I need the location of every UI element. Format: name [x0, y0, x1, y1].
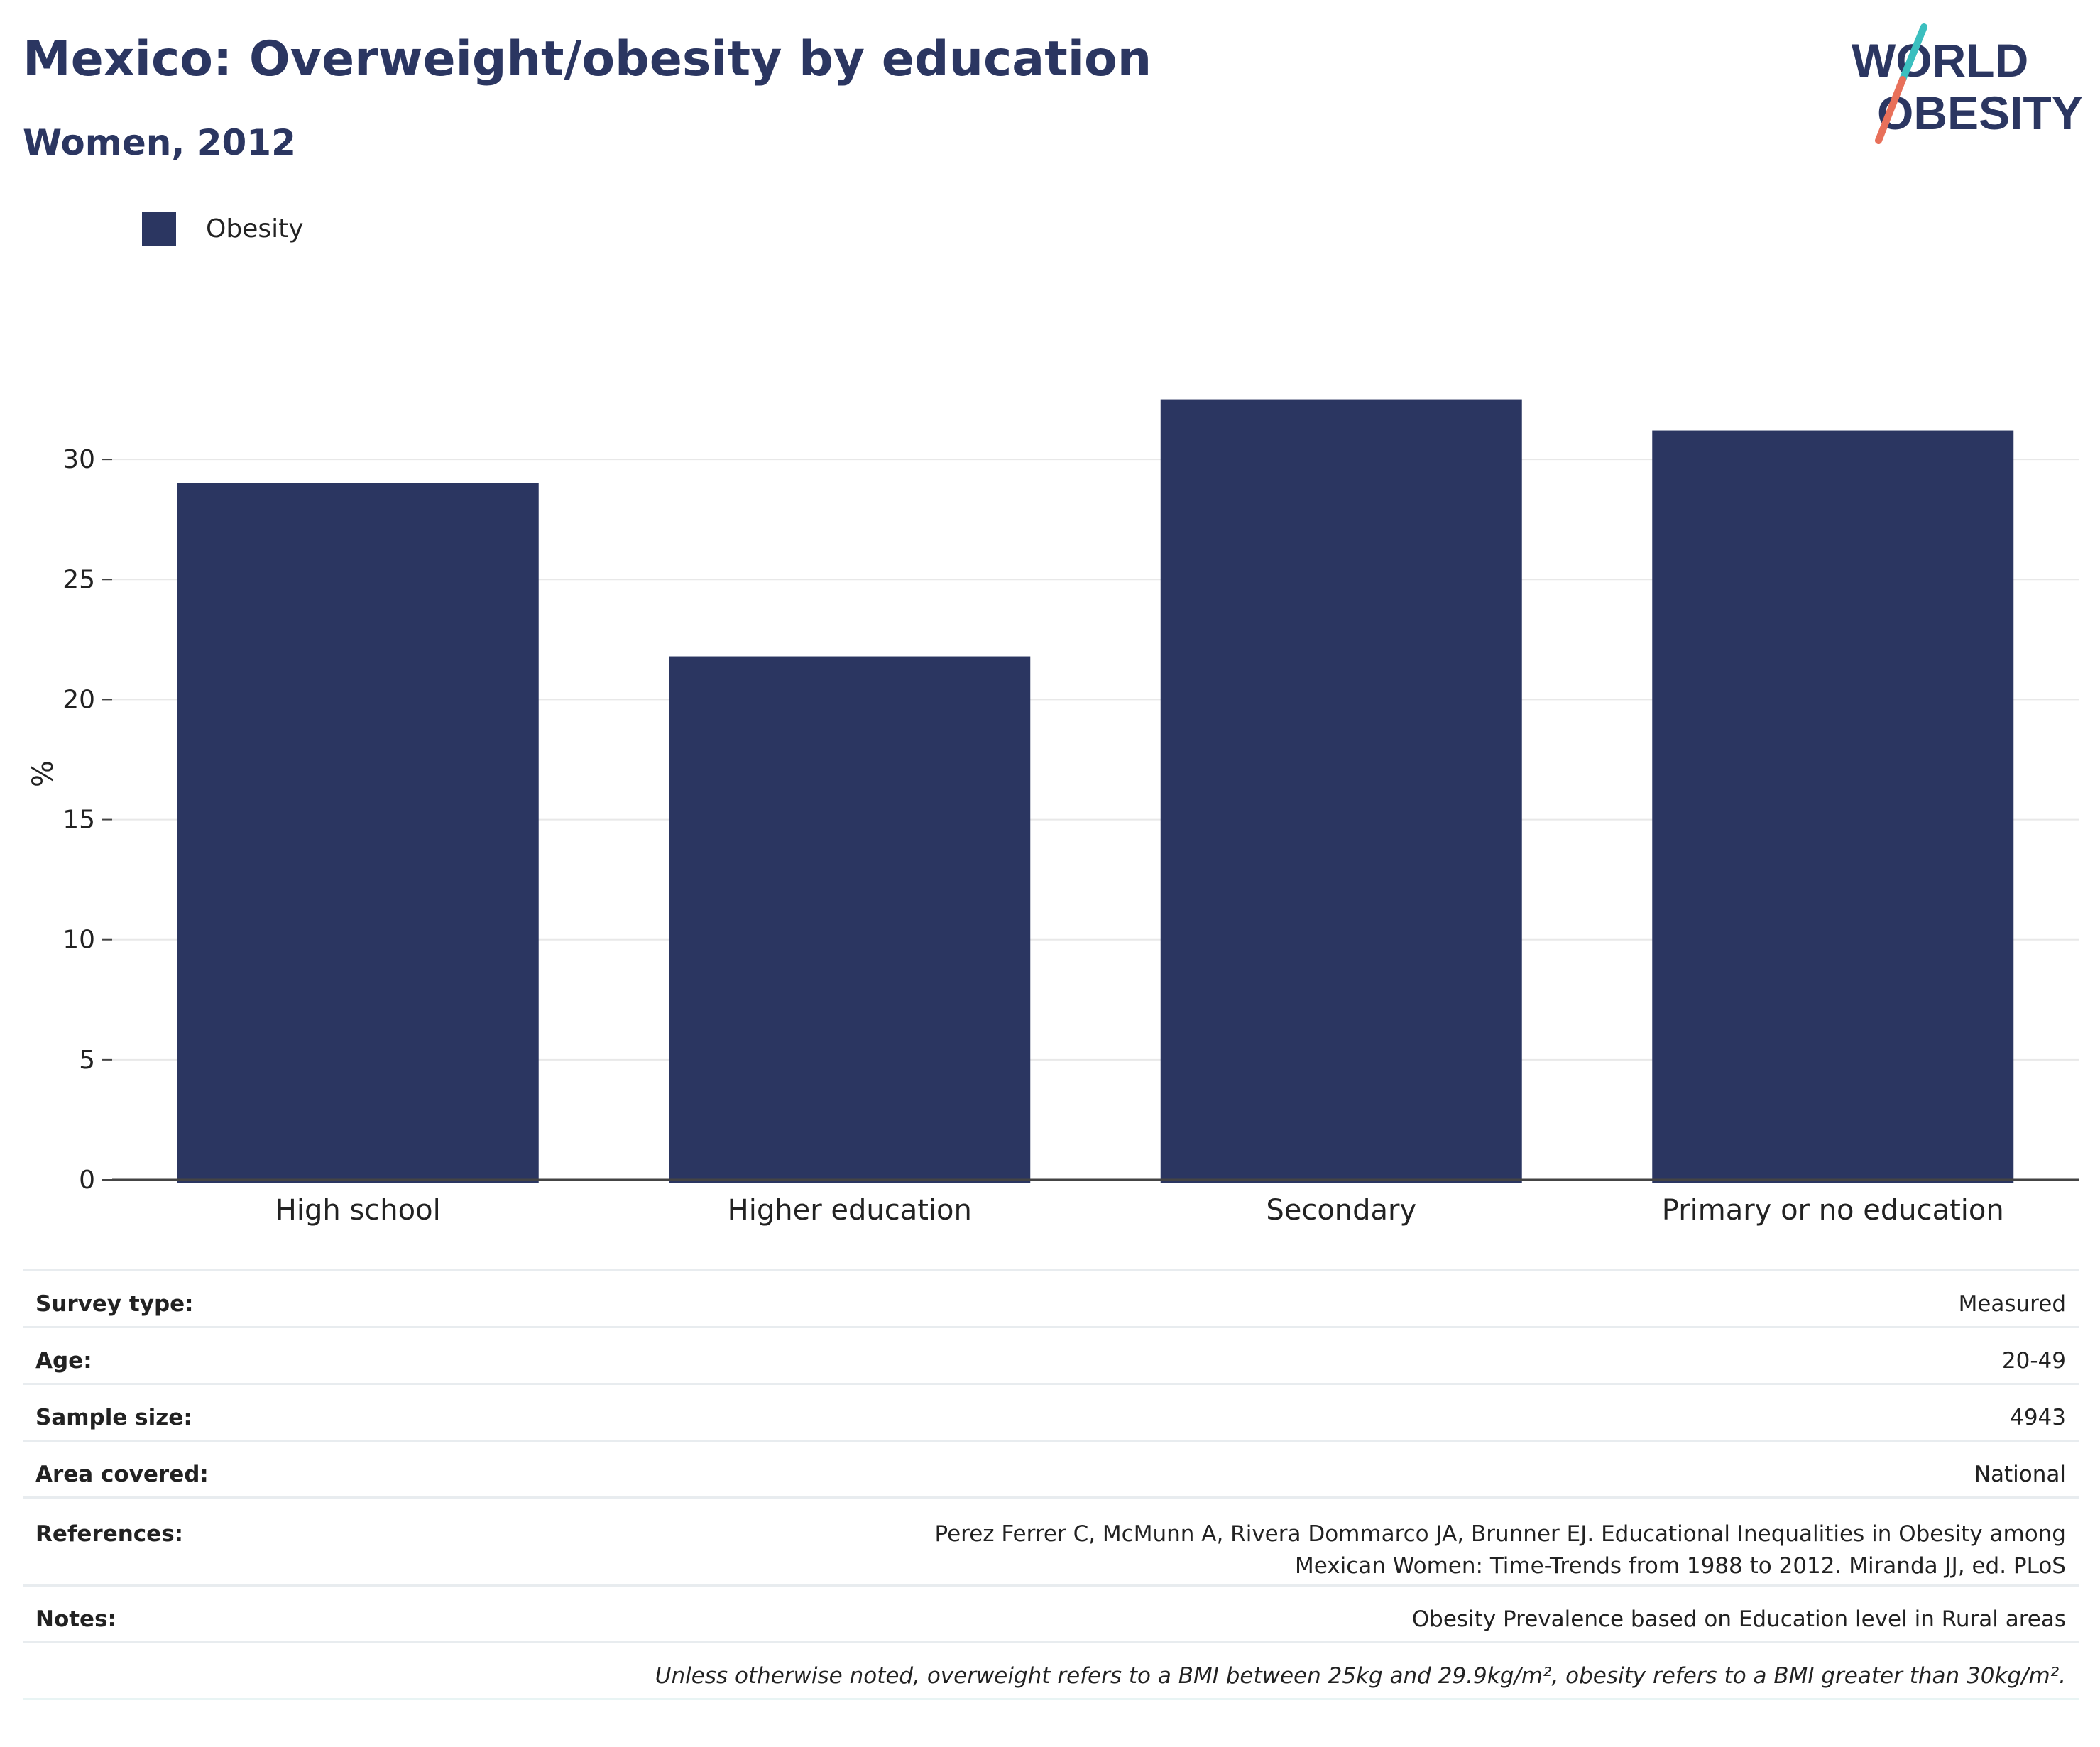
bar[interactable]	[1160, 399, 1522, 1183]
x-tick-label: Primary or no education	[1662, 1194, 2004, 1227]
y-tick-label: 20	[62, 685, 95, 714]
x-tick-label: Higher education	[728, 1194, 972, 1227]
logo-slash-teal	[1899, 23, 1927, 83]
x-tick-label: Secondary	[1266, 1194, 1416, 1227]
y-tick-label: 0	[79, 1166, 95, 1195]
chart-legend[interactable]: Obesity	[142, 212, 304, 246]
x-tick-label: High school	[275, 1194, 441, 1227]
bar[interactable]	[669, 656, 1031, 1183]
info-value: 20-49	[321, 1326, 2079, 1384]
bar[interactable]	[1652, 430, 2014, 1183]
world-obesity-logo: WORLD OBESITY	[1852, 23, 2083, 144]
info-value: 4943	[321, 1383, 2079, 1441]
info-row: Survey type: Measured	[23, 1269, 2079, 1327]
info-value: Obesity Prevalence based on Education le…	[321, 1584, 2079, 1643]
y-tick-label: 10	[62, 926, 95, 955]
info-row: Age: 20-49	[23, 1326, 2079, 1384]
bar[interactable]	[177, 483, 539, 1183]
info-row: Sample size: 4943	[23, 1383, 2079, 1441]
info-value: National	[321, 1440, 2079, 1498]
logo-text-obesity: OBESITY	[1877, 87, 2083, 139]
logo-text-world: WORLD	[1852, 34, 2028, 87]
logo-slash-red	[1875, 76, 1906, 144]
footnote-row: Unless otherwise noted, overweight refer…	[23, 1641, 2079, 1700]
footnote: Unless otherwise noted, overweight refer…	[23, 1641, 2079, 1700]
chart-title: Mexico: Overweight/obesity by education	[23, 31, 1152, 87]
info-value: Perez Ferrer C, McMunn A, Rivera Dommarc…	[321, 1496, 2079, 1586]
bar-chart: 0 5 10 15 20 25 30% High school Higher education…	[27, 399, 2079, 1227]
legend-swatch-obesity	[142, 212, 176, 246]
y-tick-label: 15	[62, 806, 95, 835]
info-row: Area covered: National	[23, 1440, 2079, 1498]
info-key: Age:	[23, 1326, 321, 1384]
y-tick-label: 25	[62, 565, 95, 594]
info-row: Notes: Obesity Prevalence based on Educat…	[23, 1584, 2079, 1643]
y-tick-label: 30	[62, 445, 95, 474]
legend-label-obesity: Obesity	[206, 214, 304, 243]
info-key: Area covered:	[23, 1440, 321, 1498]
y-tick-label: 5	[79, 1046, 95, 1075]
info-key: Sample size:	[23, 1383, 321, 1441]
info-key: References:	[23, 1496, 321, 1586]
chart-subtitle: Women, 2012	[23, 122, 296, 163]
info-key: Survey type:	[23, 1269, 321, 1327]
y-axis-label: %	[27, 760, 60, 787]
info-row: References: Perez Ferrer C, McMunn A, Riv…	[23, 1496, 2079, 1586]
info-value: Measured	[321, 1269, 2079, 1327]
survey-info-table: Survey type: Measured Age: 20-49 Sample size…	[23, 1269, 2079, 1700]
info-key: Notes:	[23, 1584, 321, 1643]
